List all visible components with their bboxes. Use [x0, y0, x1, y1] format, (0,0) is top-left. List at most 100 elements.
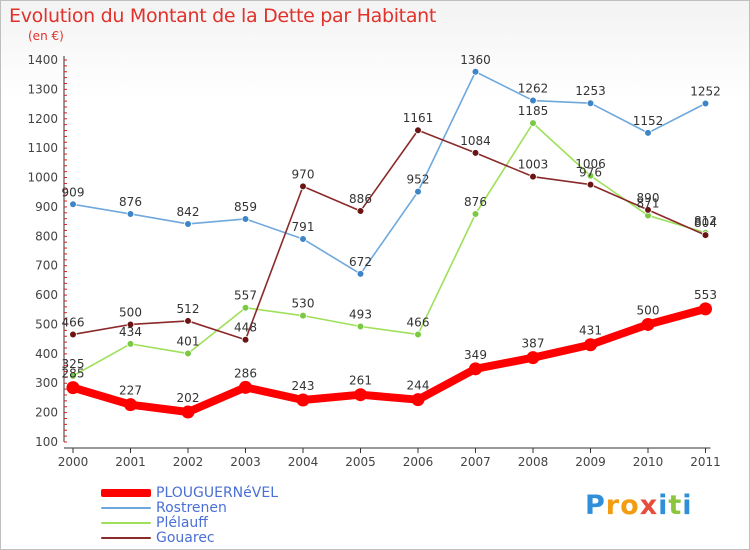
data-label: 202 — [177, 391, 200, 405]
x-tick-label: 2011 — [690, 455, 721, 469]
data-point — [644, 206, 652, 214]
data-label: 886 — [349, 192, 372, 206]
data-point — [296, 393, 310, 407]
y-tick-label: 500 — [35, 317, 58, 331]
data-point — [644, 129, 652, 137]
data-point — [586, 171, 595, 180]
series-lines — [66, 67, 712, 419]
data-label: 1262 — [518, 82, 549, 96]
data-point — [586, 99, 595, 107]
chart-axes: 100 200 300 400 500 600 700 800 900 1000 1100 1200 1… — [27, 53, 720, 469]
data-label: 859 — [234, 200, 257, 214]
data-label: 553 — [694, 288, 717, 302]
data-point — [471, 149, 480, 157]
data-label: 285 — [62, 367, 85, 381]
y-tick-label: 800 — [35, 229, 58, 243]
data-point — [241, 215, 250, 223]
data-point — [184, 317, 192, 325]
legend-swatch — [101, 506, 151, 509]
data-label: 530 — [292, 297, 315, 311]
brand-letter: o — [620, 490, 640, 521]
data-label: 286 — [234, 366, 257, 380]
data-label: 804 — [694, 216, 717, 230]
series-labels: 285 227 202 286 243 261 244 349 387 431 500 553 909 8… — [62, 53, 721, 405]
y-tick-label: 1100 — [27, 141, 58, 155]
data-label: 493 — [349, 308, 372, 322]
data-label: 1152 — [633, 114, 664, 128]
data-label: 791 — [292, 220, 315, 234]
brand-letter: t — [668, 490, 683, 521]
series-line — [72, 70, 707, 275]
legend-label: Rostrenen — [156, 499, 227, 516]
data-label: 325 — [62, 357, 85, 371]
data-point — [69, 372, 77, 380]
x-tick-label: 2000 — [58, 455, 89, 469]
x-tick-label: 2008 — [518, 455, 549, 469]
data-label: 557 — [234, 289, 257, 303]
y-tick-label: 900 — [35, 200, 58, 214]
data-label: 871 — [637, 196, 660, 210]
y-tick-label: 1200 — [27, 112, 58, 126]
legend-label: PLOUGUERNéVEL — [156, 484, 278, 501]
data-label: 261 — [349, 374, 372, 388]
data-label: 243 — [292, 379, 315, 393]
data-label: 466 — [62, 315, 85, 329]
data-point — [356, 270, 365, 278]
y-tick-label: 200 — [35, 406, 58, 420]
data-point — [184, 349, 192, 358]
data-point — [354, 388, 367, 402]
data-point — [184, 220, 192, 228]
data-point — [299, 235, 307, 243]
data-point — [241, 303, 250, 312]
y-tick-label: 700 — [35, 259, 58, 273]
data-label: 876 — [119, 195, 142, 209]
x-tick-label: 2007 — [460, 455, 491, 469]
data-point — [641, 317, 655, 331]
x-tick-label: 2002 — [173, 455, 204, 469]
data-label: 952 — [407, 173, 430, 187]
data-label: 1084 — [460, 134, 491, 148]
legend-swatch — [101, 536, 151, 539]
data-label: 466 — [407, 315, 430, 329]
data-label: 1253 — [575, 84, 606, 98]
series-line — [72, 129, 707, 341]
x-tick-label: 2001 — [115, 455, 146, 469]
data-label: 1006 — [575, 157, 606, 171]
data-label: 890 — [637, 191, 660, 205]
data-point — [584, 338, 597, 352]
brand-logo: Proxiti — [585, 490, 693, 521]
data-point — [529, 172, 537, 181]
brand-letter: r — [605, 490, 621, 521]
data-point — [69, 200, 77, 209]
data-point — [529, 96, 537, 105]
data-point — [411, 393, 425, 407]
y-tick-label: 100 — [35, 435, 58, 449]
legend-item-rostrenen: Rostrenen — [101, 499, 278, 516]
legend-item-gouarec: Gouarec — [101, 530, 278, 546]
data-label: 500 — [119, 305, 142, 319]
data-label: 431 — [579, 324, 602, 338]
legend-swatch — [101, 488, 151, 497]
data-label: 401 — [177, 335, 200, 349]
data-point — [69, 330, 77, 339]
data-point — [239, 380, 252, 394]
data-point — [414, 126, 422, 135]
data-label: 876 — [464, 195, 487, 209]
data-label: 244 — [407, 379, 430, 393]
data-point — [126, 320, 135, 329]
data-label: 970 — [292, 167, 315, 181]
legend-label: Plélauff — [156, 514, 208, 531]
x-tick-label: 2004 — [288, 455, 319, 469]
data-point — [526, 351, 540, 365]
y-tick-label: 400 — [35, 347, 58, 361]
y-tick-label: 1400 — [27, 53, 58, 67]
data-label: 976 — [579, 166, 602, 180]
brand-letter: P — [585, 490, 606, 521]
data-point — [124, 398, 137, 412]
data-point — [471, 210, 480, 218]
data-label: 1003 — [518, 158, 549, 172]
chart-legend: PLOUGUERNéVEL Rostrenen Plélauff Gouarec — [101, 484, 278, 546]
y-tick-label: 300 — [35, 376, 58, 390]
